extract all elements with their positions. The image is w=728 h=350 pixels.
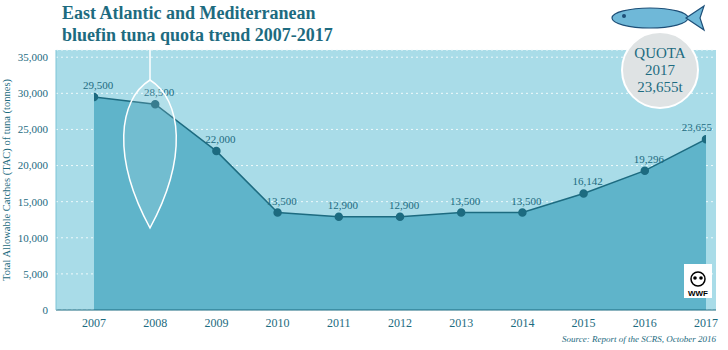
svg-text:0: 0 <box>43 304 49 316</box>
svg-text:Total Allowable Catches (TAC): Total Allowable Catches (TAC) of tuna (t… <box>1 79 13 281</box>
svg-text:20,000: 20,000 <box>18 159 49 171</box>
svg-text:29,500: 29,500 <box>83 79 114 91</box>
html-text:East Atlantic and Mediterranea: East Atlantic and Mediterranean bluefin … <box>62 3 333 45</box>
svg-text:2009: 2009 <box>204 316 228 330</box>
svg-text:2013: 2013 <box>449 316 473 330</box>
svg-text:13,500: 13,500 <box>450 195 481 207</box>
svg-text:2017: 2017 <box>694 316 718 330</box>
svg-text:WWF: WWF <box>688 289 708 298</box>
svg-text:2016: 2016 <box>633 316 657 330</box>
svg-text:10,000: 10,000 <box>18 232 49 244</box>
svg-text:2008: 2008 <box>143 316 167 330</box>
svg-text:12,900: 12,900 <box>328 199 359 211</box>
svg-text:19,296: 19,296 <box>634 153 665 165</box>
svg-text:25,000: 25,000 <box>18 123 49 135</box>
svg-text:12,900: 12,900 <box>389 199 420 211</box>
svg-text:2012: 2012 <box>388 316 412 330</box>
svg-text:15,000: 15,000 <box>18 196 49 208</box>
svg-text:5,000: 5,000 <box>23 268 48 280</box>
svg-text:13,500: 13,500 <box>511 195 542 207</box>
svg-text:23,655t: 23,655t <box>637 79 683 95</box>
svg-text:22,000: 22,000 <box>205 133 236 145</box>
svg-text:2015: 2015 <box>572 316 596 330</box>
svg-text:2010: 2010 <box>266 316 290 330</box>
svg-text:23,655: 23,655 <box>682 121 713 133</box>
svg-text:2011: 2011 <box>327 316 351 330</box>
html-text:Source: Report of the SCRS, Oc: Source: Report of the SCRS, October 2016 <box>562 334 716 344</box>
svg-text:35,000: 35,000 <box>18 51 49 63</box>
svg-text:16,142: 16,142 <box>572 175 602 187</box>
svg-text:30,000: 30,000 <box>18 87 49 99</box>
svg-text:2017: 2017 <box>645 62 676 78</box>
svg-text:13,500: 13,500 <box>266 195 297 207</box>
svg-text:2014: 2014 <box>510 316 534 330</box>
svg-text:QUOTA: QUOTA <box>634 45 685 61</box>
svg-text:28,500: 28,500 <box>144 86 175 98</box>
svg-text:2007: 2007 <box>82 316 106 330</box>
